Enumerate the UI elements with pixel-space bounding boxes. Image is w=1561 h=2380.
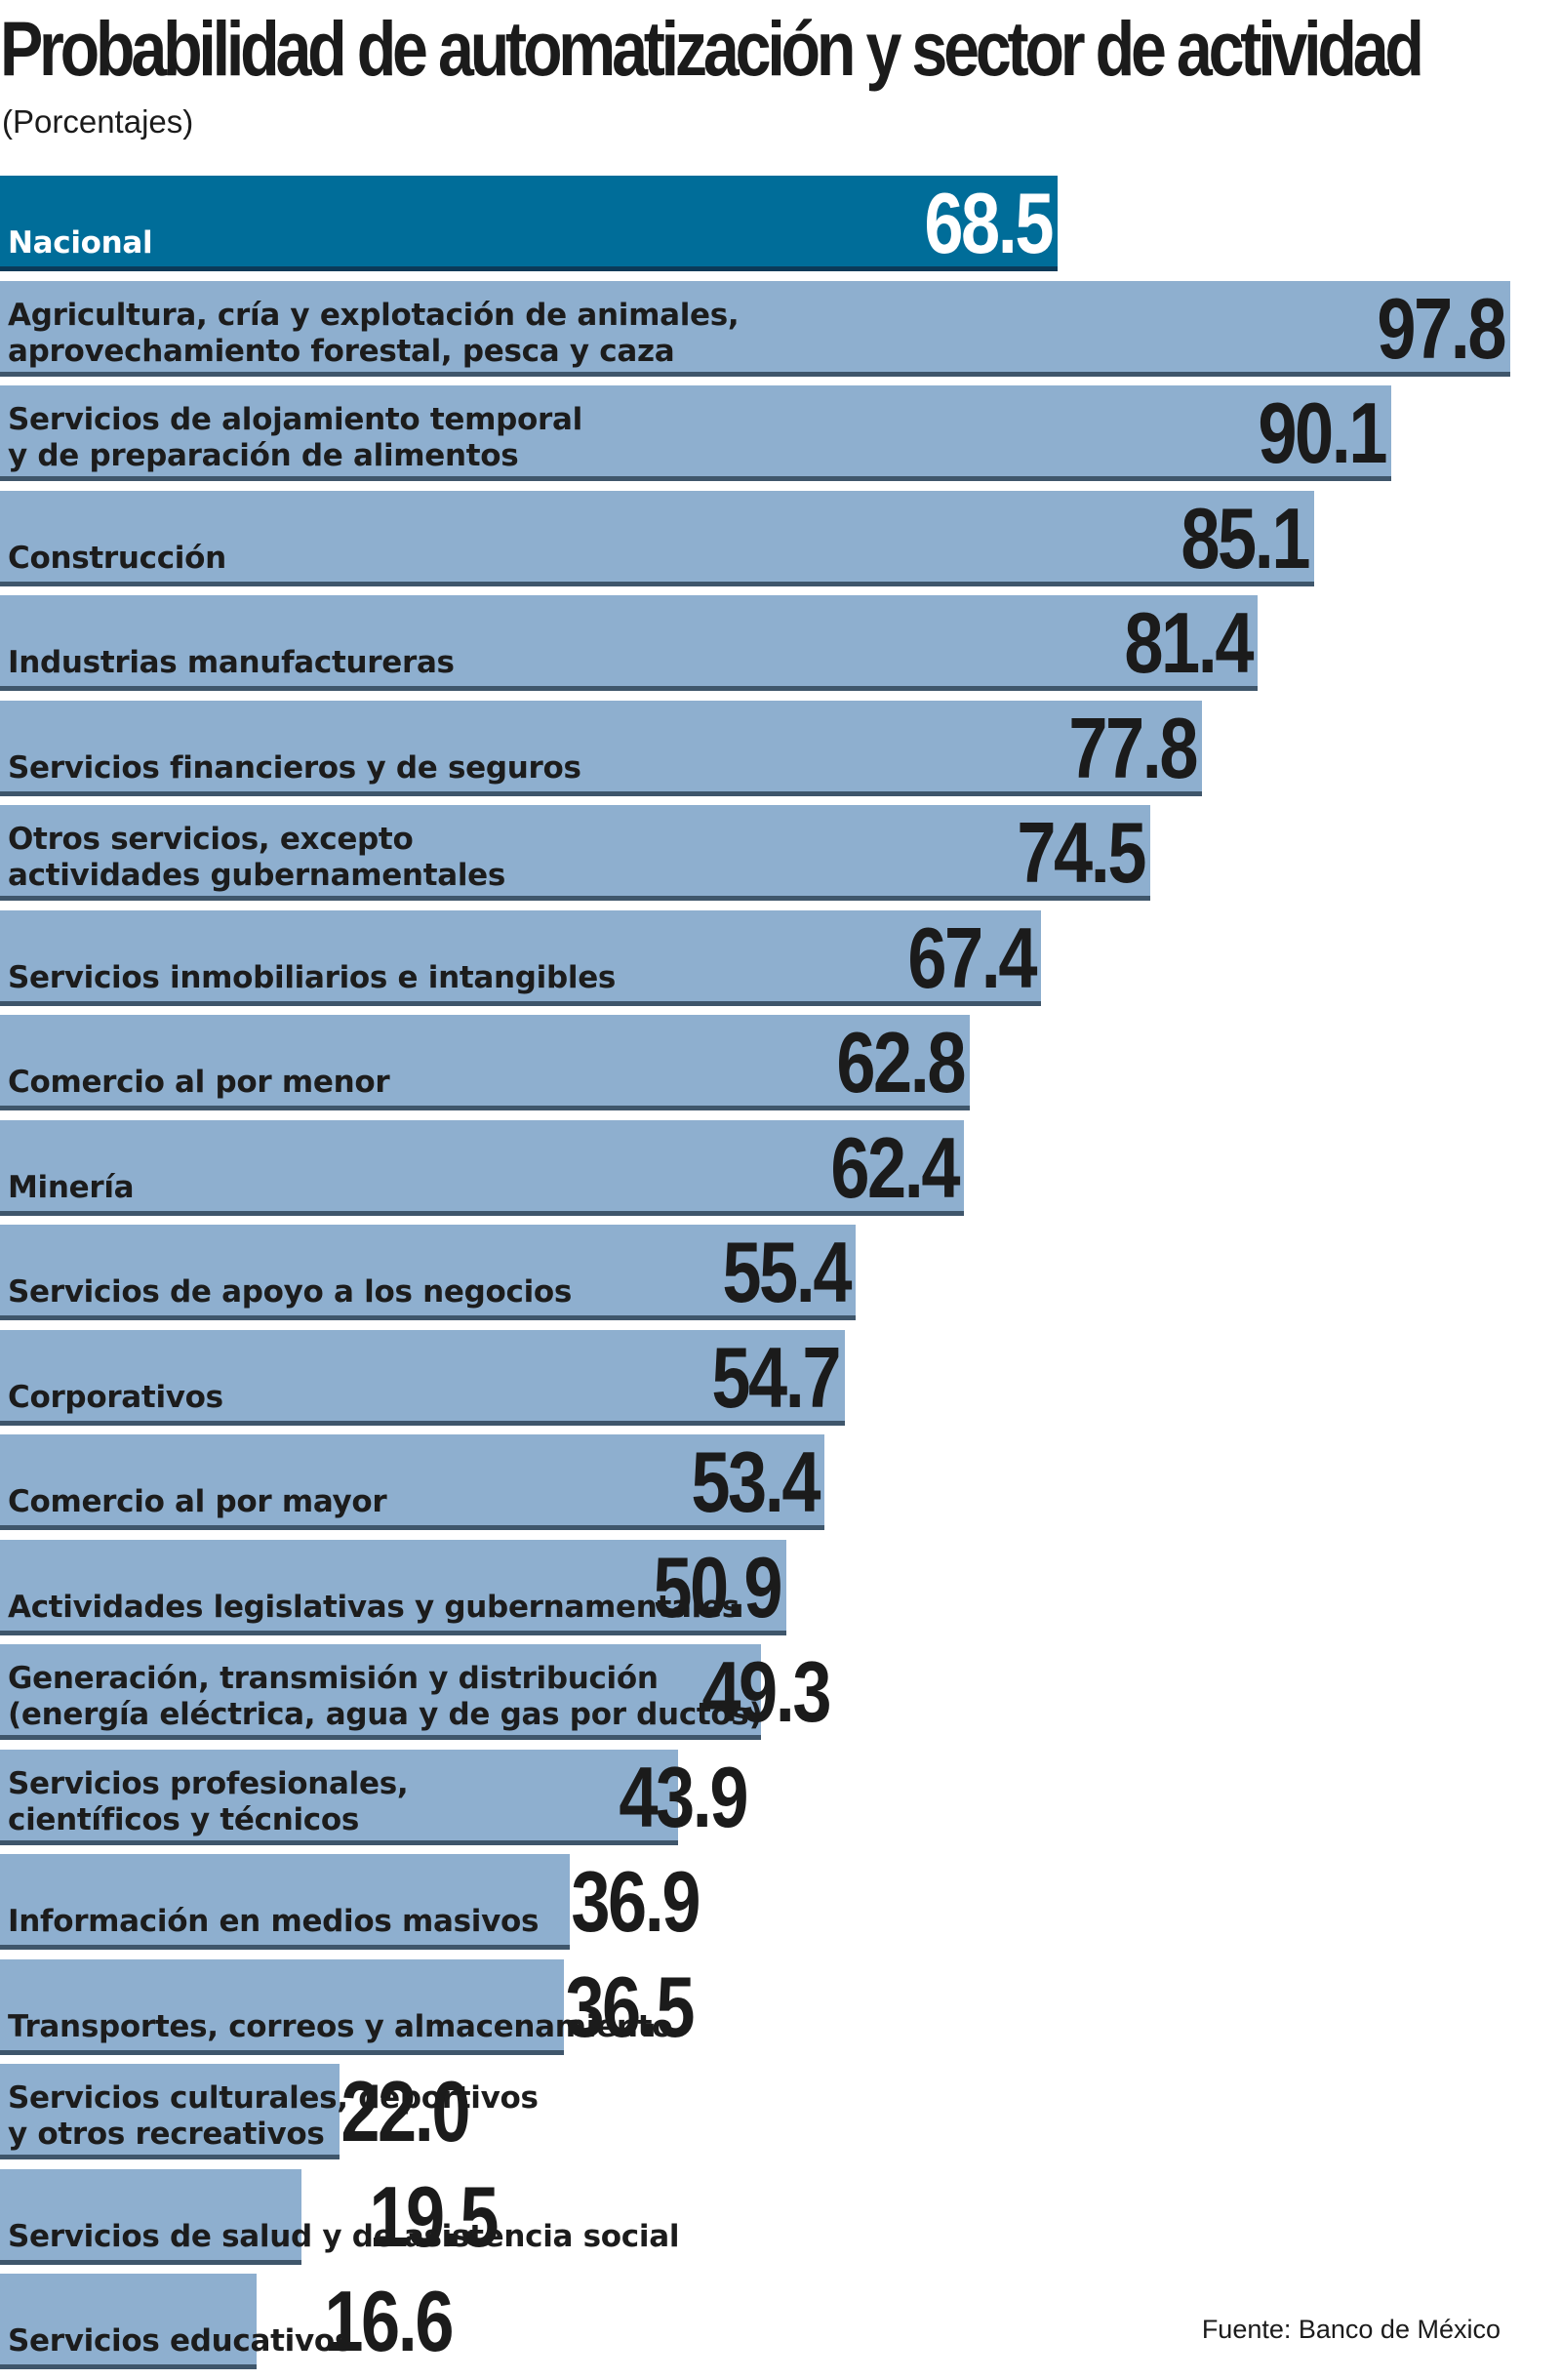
value-label: 43.9 [619,1748,748,1845]
value-label: 85.1 [1181,489,1311,586]
category-label: Agricultura, cría y explotación de anima… [8,297,740,369]
value-label: 62.8 [836,1014,966,1110]
bar [0,805,1151,901]
value-label: 74.5 [1017,804,1147,901]
value-label: 90.1 [1258,384,1388,481]
bar [0,1434,825,1530]
source-note: Fuente: Banco de México [1201,2315,1501,2344]
category-label: Actividades legislativas y gubernamental… [8,1589,740,1625]
category-label: Otros servicios, excepto actividades gub… [8,822,506,893]
bar [0,1329,845,1426]
category-label: Corporativos [8,1379,223,1415]
value-label: 97.8 [1377,279,1507,377]
value-label: 36.5 [565,1957,695,2055]
category-label: Comercio al por menor [8,1065,390,1100]
value-label: 49.3 [701,1643,832,1740]
bar [0,1854,571,1950]
category-label: Generación, transmisión y distribución (… [8,1661,763,1732]
value-label: 68.5 [924,175,1055,271]
category-label: Servicios de alojamiento temporal y de p… [8,402,582,473]
category-label: Servicios inmobiliarios e intangibles [8,959,617,995]
category-label: Construcción [8,540,226,576]
category-label: Servicios profesionales, científicos y t… [8,1765,409,1837]
bar [0,1015,971,1110]
bar [0,280,1511,377]
category-label: Servicios financieros y de seguros [8,749,581,786]
value-label: 62.4 [830,1118,960,1216]
category-label: Servicios culturales, deportivos y otros… [8,2080,539,2152]
category-label: Minería [8,1169,135,1205]
bar [0,2274,257,2369]
bar [0,1749,678,1845]
bar-chart: Nacional 68.5 Agricultura, cría y explotac… [0,176,1561,2380]
category-label: Servicios de apoyo a los negocios [8,1274,573,1310]
value-label: 53.4 [691,1433,821,1530]
bar [0,1225,856,1320]
value-label: 55.4 [722,1224,852,1320]
bar [0,1539,786,1635]
bar [0,909,1041,1006]
value-label: 16.6 [324,2273,454,2369]
value-label: 77.8 [1067,699,1198,796]
bar [0,1119,964,1216]
value-label: 19.5 [369,2167,499,2265]
chart-title: Probabilidad de automatización y sector … [0,5,1424,92]
chart-subtitle: (Porcentajes) [2,103,194,140]
value-label: 54.7 [711,1328,841,1426]
category-label: Servicios de salud y de asistencia socia… [8,2218,680,2254]
value-label: 22.0 [340,2063,471,2159]
bar [0,490,1315,586]
bar [0,1958,564,2055]
value-label: 81.4 [1123,594,1254,691]
category-label: Comercio al por mayor [8,1484,387,1519]
bar [0,1644,762,1740]
bar [0,595,1258,691]
category-label: Servicios educativos [8,2323,352,2359]
value-label: 36.9 [571,1853,701,1950]
bar [0,176,1059,271]
category-label: Nacional [8,225,153,261]
bar [0,2064,340,2159]
value-label: 50.9 [653,1538,782,1635]
bar [0,385,1392,481]
category-label: Información en medios masivos [8,1904,540,1939]
category-label: Industrias manufactureras [8,645,455,680]
bar [0,2168,301,2265]
value-label: 67.4 [907,908,1037,1006]
bar [0,700,1202,796]
category-label: Transportes, correos y almacenamiento [8,2008,673,2044]
